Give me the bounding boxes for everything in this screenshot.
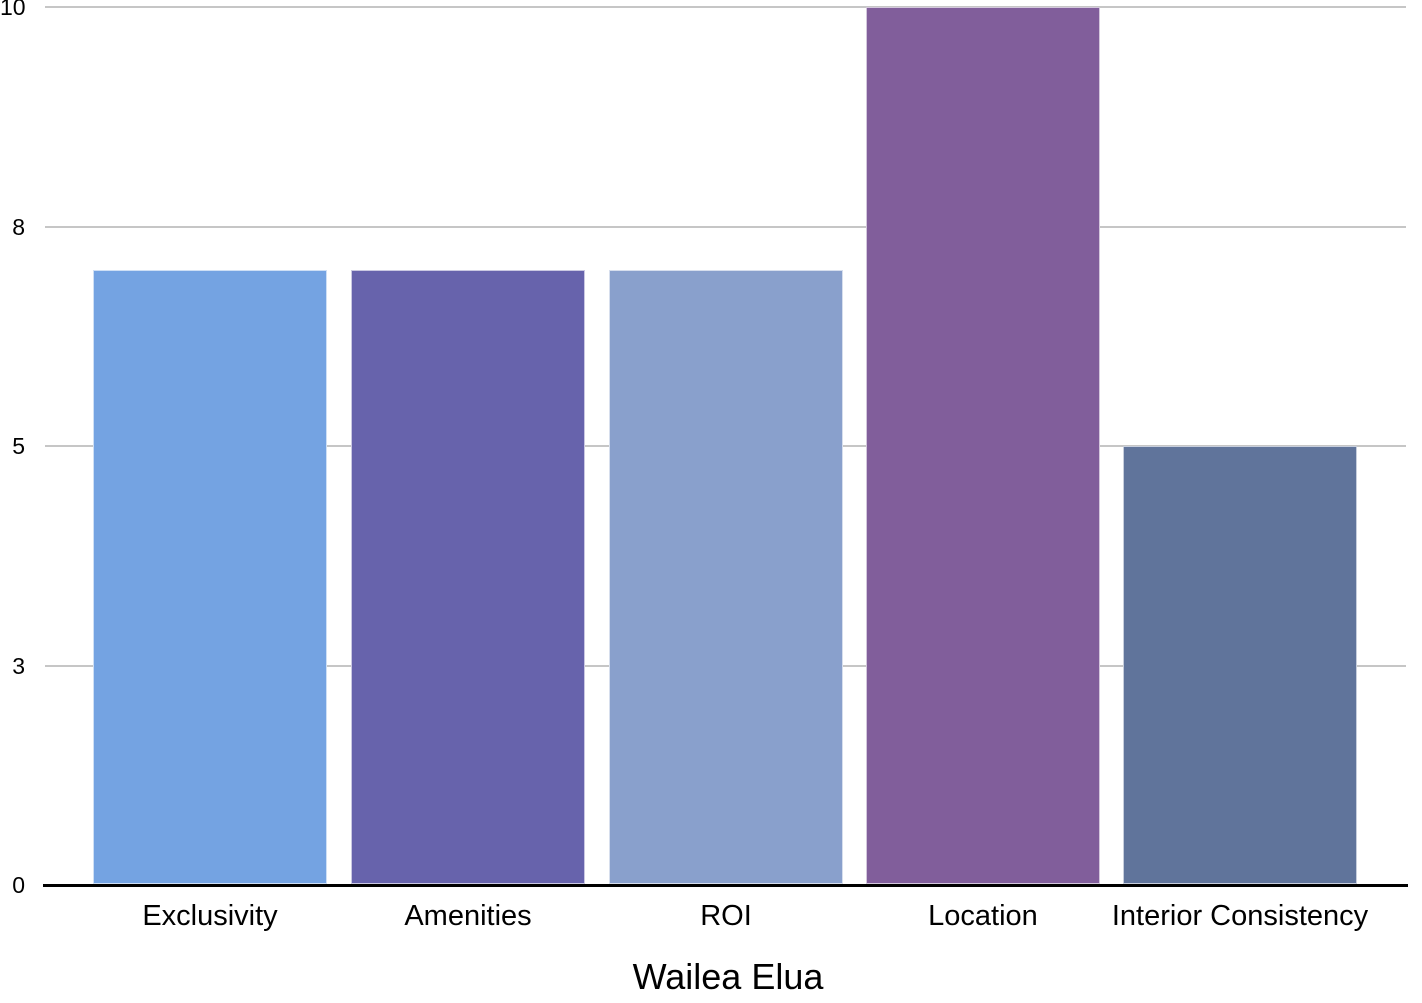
bar-location[interactable] xyxy=(866,7,1100,884)
bar-roi[interactable] xyxy=(609,270,843,884)
x-axis-category-label: Interior Consistency xyxy=(1111,900,1369,932)
x-axis-category-label: ROI xyxy=(700,900,752,932)
x-axis-line xyxy=(43,884,1408,887)
y-axis-tick-label: 10 xyxy=(0,0,26,20)
gridline xyxy=(45,225,1406,228)
chart-title: Wailea Elua xyxy=(632,956,824,997)
y-axis-tick-label: 8 xyxy=(12,213,25,240)
bar-amenities[interactable] xyxy=(351,270,585,884)
x-axis-category-label: Exclusivity xyxy=(142,900,278,932)
x-axis-category-label: Location xyxy=(928,900,1038,932)
bar-interior-consistency[interactable] xyxy=(1123,446,1357,884)
bar-exclusivity[interactable] xyxy=(93,270,327,884)
y-axis-tick-label: 5 xyxy=(12,433,25,459)
y-axis-tick-label: 0 xyxy=(12,872,25,898)
gridline xyxy=(45,6,1406,8)
x-axis-category-label: Amenities xyxy=(404,900,532,932)
y-axis-tick-label: 3 xyxy=(12,652,25,679)
